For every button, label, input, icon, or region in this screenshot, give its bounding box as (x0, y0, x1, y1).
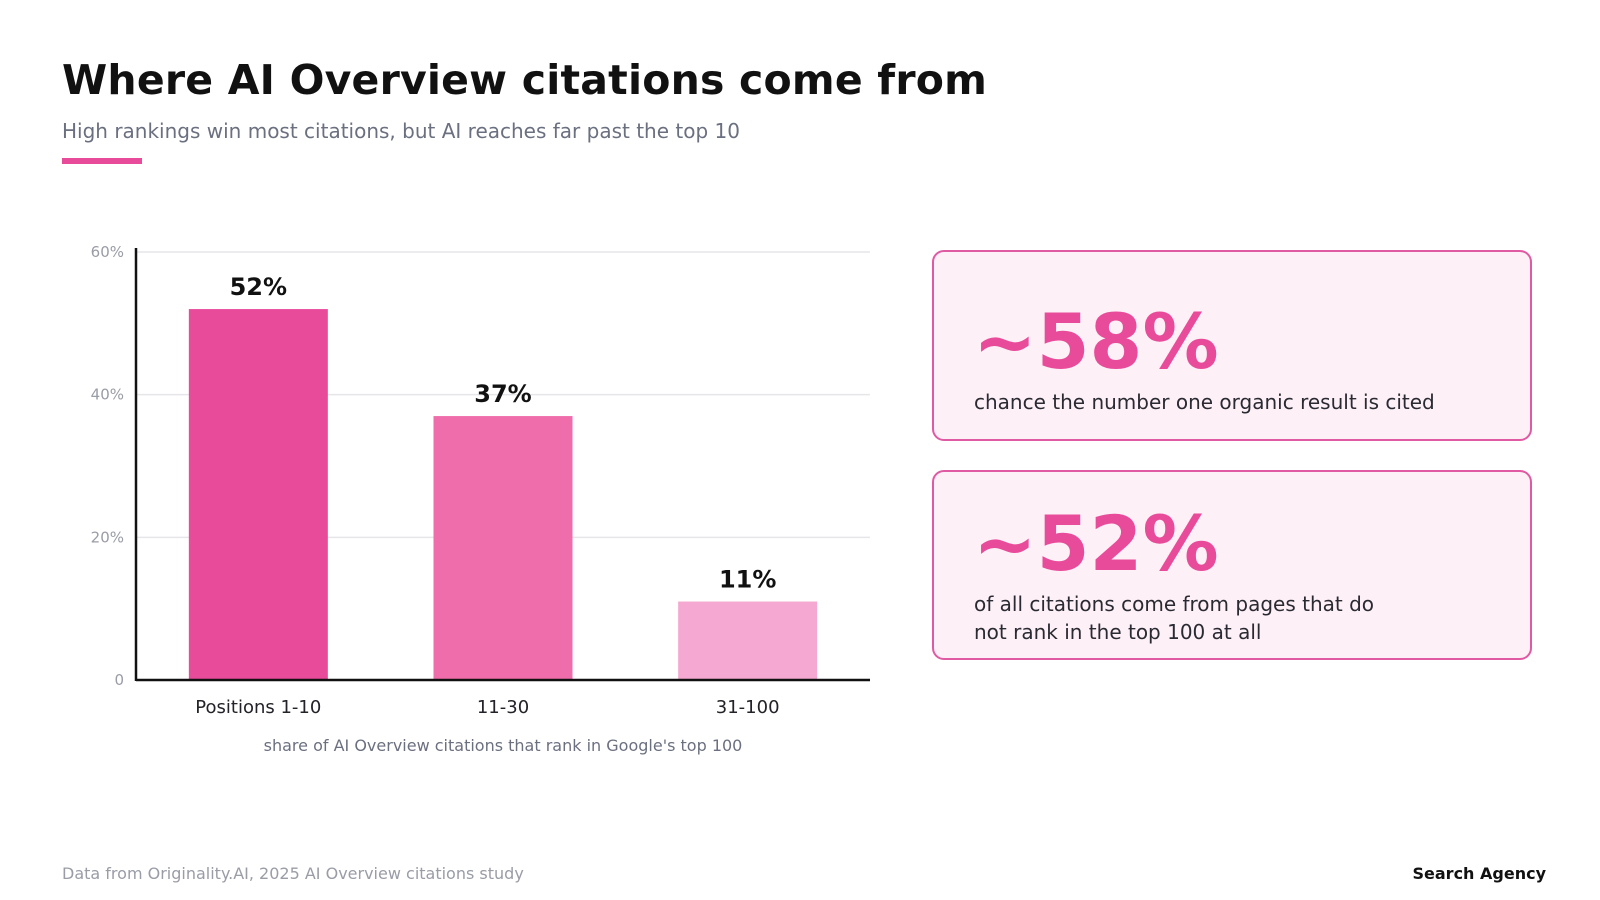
stat-description: chance the number one organic result is … (974, 390, 1435, 414)
x-axis-label: share of AI Overview citations that rank… (264, 736, 743, 755)
bar-chart: 0 20% 40% 60% 52% Positions 1-10 37% 11-30 11% 31… (0, 0, 900, 780)
page-title: Where AI Overview citations come from (62, 56, 988, 104)
chart-svg: 0 20% 40% 60% 52% Positions 1-10 37% 11-30 11% 31… (91, 243, 870, 755)
x-tick-label: 31-100 (716, 697, 780, 718)
data-label: 37% (474, 380, 531, 408)
bar (678, 601, 818, 680)
footer-brand: Search Agency (1412, 864, 1547, 883)
stat-card-top-result: ~58% chance the number one organic resul… (932, 250, 1532, 441)
stat-value: ~52% (973, 499, 1219, 588)
data-label: 11% (719, 566, 776, 594)
bar (188, 309, 328, 680)
x-tick-label: Positions 1-10 (195, 697, 321, 718)
page-subtitle: High rankings win most citations, but AI… (62, 119, 740, 143)
y-tick-label: 40% (91, 386, 124, 404)
y-tick-label: 20% (91, 528, 124, 546)
footer-source: Data from Originality.AI, 2025 AI Overvi… (62, 864, 524, 883)
stat-value: ~58% (973, 297, 1219, 386)
stat-description: of all citations come from pages that do… (974, 592, 1375, 644)
data-label: 52% (230, 273, 287, 301)
y-tick-label: 0 (114, 671, 124, 689)
title-accent-bar (62, 158, 142, 164)
stat-card-outside-top-100: ~52% of all citations come from pages th… (932, 470, 1532, 660)
bar (433, 416, 573, 680)
x-tick-label: 11-30 (477, 697, 529, 718)
y-tick-label: 60% (91, 243, 124, 261)
